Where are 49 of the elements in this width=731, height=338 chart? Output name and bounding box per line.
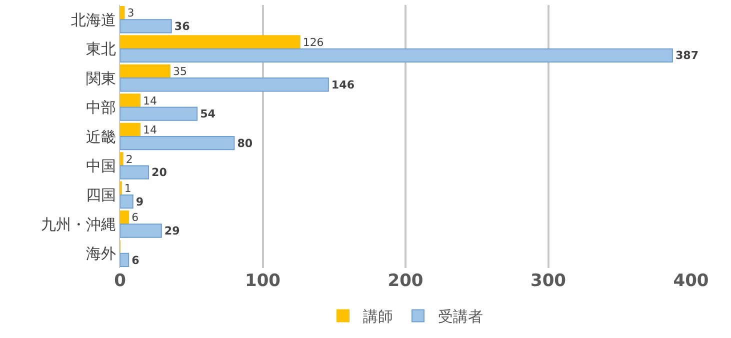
y-tick-label: 関東 (86, 69, 116, 88)
y-tick-label: 四国 (86, 186, 116, 204)
y-tick-label: 海外 (86, 244, 116, 263)
data-label: 146 (331, 78, 355, 92)
data-label: 36 (174, 20, 190, 33)
data-label: 2 (126, 152, 133, 166)
data-label: 9 (136, 195, 144, 208)
data-label: 29 (164, 224, 180, 238)
y-tick-label: 中部 (86, 98, 116, 117)
bar (120, 78, 329, 92)
data-label: 54 (200, 108, 216, 121)
bar (120, 106, 198, 121)
x-tick-label: 0 (114, 271, 126, 291)
bar (120, 194, 134, 209)
bar (120, 48, 673, 62)
legend-label: 受講者 (438, 308, 483, 326)
bar (120, 252, 130, 268)
bar (120, 152, 124, 166)
data-label: 126 (302, 36, 324, 49)
data-label: 6 (132, 254, 140, 267)
data-label: 14 (143, 124, 157, 137)
bar (120, 94, 140, 108)
y-tick-label: 東北 (86, 40, 116, 58)
bar (120, 19, 172, 34)
y-tick-label: 九州・沖縄 (41, 215, 116, 234)
data-label: 35 (172, 65, 187, 78)
data-label: 20 (152, 166, 168, 180)
x-tick-label: 100 (245, 271, 281, 291)
x-tick-label: 400 (673, 271, 709, 291)
x-tick-label: 200 (388, 271, 424, 291)
data-label: 14 (143, 94, 157, 108)
bar (120, 165, 150, 180)
bar (120, 6, 125, 20)
bar (120, 210, 130, 225)
data-label: 1 (124, 182, 132, 196)
y-tick-label: 中国 (86, 156, 116, 175)
bar (120, 35, 300, 50)
data-label: 3 (127, 6, 134, 20)
data-label: 387 (675, 49, 699, 62)
bar (120, 224, 162, 238)
y-tick-label: 近畿 (86, 128, 116, 146)
bar (120, 122, 140, 137)
data-label: 80 (237, 136, 253, 150)
data-label: 6 (132, 211, 139, 224)
legend-label: 講師 (363, 308, 393, 326)
bar (120, 136, 235, 150)
y-tick-label: 北海道 (71, 10, 116, 29)
x-tick-label: 300 (530, 271, 566, 291)
bar (120, 64, 170, 79)
